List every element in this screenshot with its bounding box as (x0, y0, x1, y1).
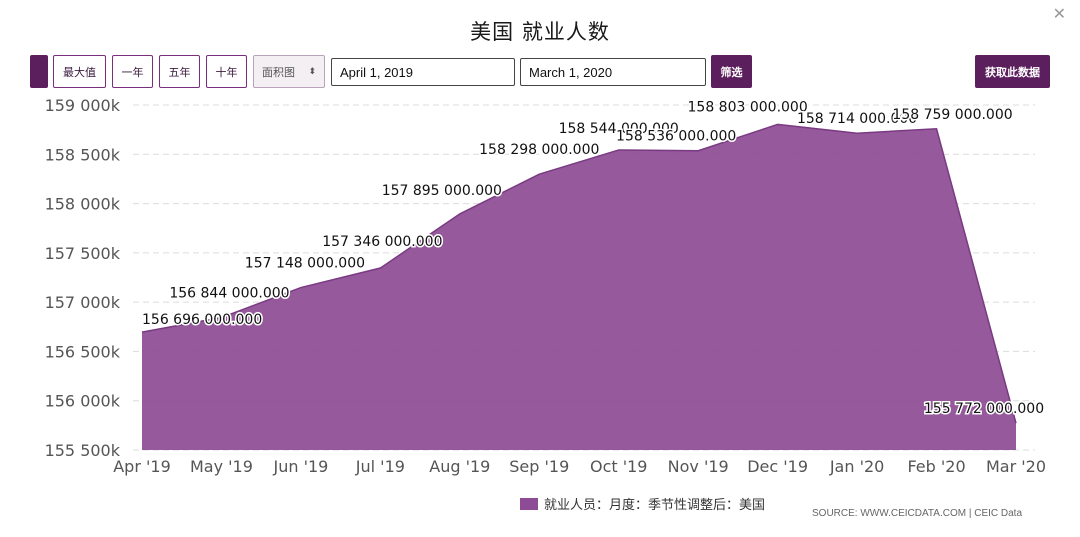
x-tick-label: May '19 (190, 457, 253, 476)
range-1y-button[interactable]: 一年 (112, 55, 153, 88)
chart-title: 美国 就业人数 (470, 20, 610, 44)
data-point (537, 172, 541, 176)
y-tick-label: 159 000k (45, 96, 121, 115)
data-label: 158 298 000.000 (479, 142, 599, 158)
y-tick-label: 155 500k (45, 441, 121, 460)
x-tick-label: Jan '20 (829, 457, 885, 476)
data-point (219, 316, 223, 320)
range-10y-button[interactable]: 十年 (206, 55, 247, 88)
data-label: 158 714 000.000 (797, 111, 917, 127)
data-label: 158 544 000.000 (559, 121, 679, 137)
end-date-input[interactable] (520, 58, 706, 86)
data-point (458, 212, 462, 216)
start-date-input[interactable] (331, 58, 515, 86)
x-tick-label: Dec '19 (747, 457, 808, 476)
filter-button[interactable]: 筛选 (711, 55, 752, 88)
data-label: 157 895 000.000 (382, 183, 502, 199)
range-5y-button[interactable]: 五年 (159, 55, 200, 88)
chart-type-select[interactable]: 面积图 ⬍ (253, 55, 325, 88)
x-tick-label: Apr '19 (113, 457, 171, 476)
get-data-button[interactable]: 获取此数据 (975, 55, 1050, 88)
data-label: 156 696 000.000 (142, 312, 262, 328)
y-tick-label: 156 500k (45, 342, 121, 361)
x-tick-label: Mar '20 (986, 457, 1046, 476)
y-tick-label: 158 000k (45, 195, 121, 214)
data-label: 158 536 000.000 (616, 129, 736, 145)
toolbar: 最大值 一年 五年 十年 面积图 ⬍ 筛选 获取此数据 (30, 55, 1055, 88)
data-point (140, 330, 144, 334)
chart-type-value: 面积图 (262, 65, 295, 79)
range-max-button[interactable]: 最大值 (53, 55, 106, 88)
data-point (935, 127, 939, 131)
x-tick-label: Oct '19 (590, 457, 648, 476)
legend-label: 就业人员：月度：季节性调整后：美国 (544, 498, 766, 513)
area-series-line (141, 123, 1017, 424)
data-point (1014, 421, 1018, 425)
x-tick-label: Jul '19 (355, 457, 405, 476)
y-tick-label: 158 500k (45, 145, 121, 164)
x-tick-label: Aug '19 (429, 457, 490, 476)
data-label: 157 148 000.000 (245, 256, 365, 272)
data-label: 156 844 000.000 (169, 286, 289, 302)
data-point (855, 131, 859, 135)
legend[interactable]: 就业人员：月度：季节性调整后：美国 (520, 494, 765, 513)
area-series (142, 124, 1016, 450)
data-label: 158 803 000.000 (688, 99, 808, 115)
legend-swatch (520, 497, 538, 510)
close-icon[interactable]: ✕ (1052, 4, 1066, 23)
y-tick-label: 157 500k (45, 244, 121, 263)
data-label: 157 346 000.000 (322, 234, 442, 250)
select-arrows-icon: ⬍ (308, 66, 316, 77)
x-tick-label: Nov '19 (668, 457, 729, 476)
data-point (696, 149, 700, 153)
y-tick-label: 156 000k (45, 392, 121, 411)
x-tick-label: Feb '20 (907, 457, 965, 476)
data-point (378, 266, 382, 270)
data-point (776, 122, 780, 126)
x-tick-label: Sep '19 (509, 457, 569, 476)
data-point (299, 286, 303, 290)
x-tick-label: Jun '19 (272, 457, 328, 476)
data-label: 158 759 000.000 (892, 107, 1012, 123)
data-label: 155 772 000.000 (924, 401, 1044, 417)
y-tick-label: 157 000k (45, 293, 121, 312)
data-point (617, 148, 621, 152)
menu-button[interactable] (30, 55, 48, 88)
source-credit: SOURCE: WWW.CEICDATA.COM | CEIC Data (812, 508, 1023, 519)
